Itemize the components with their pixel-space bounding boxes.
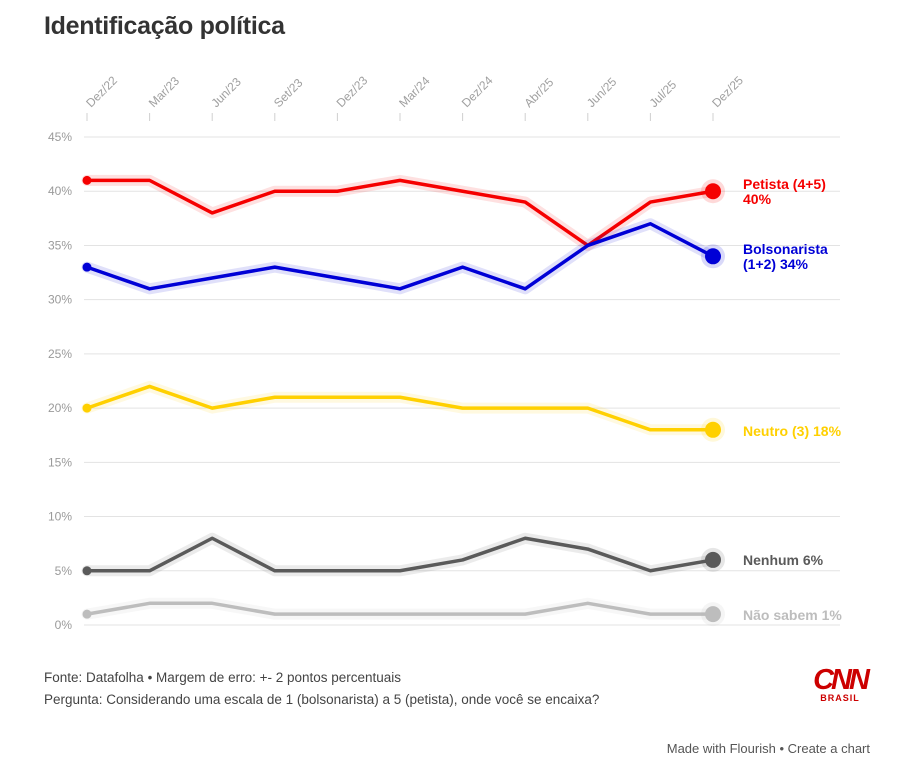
x-tick-label: Dez/24 <box>459 73 496 110</box>
y-tick-label: 30% <box>48 293 72 307</box>
x-tick-label: Jul/25 <box>647 77 680 110</box>
y-tick-label: 5% <box>55 564 73 578</box>
series-start-point <box>82 175 92 185</box>
cnn-logo-mark: CNN <box>813 664 870 696</box>
x-tick-label: Set/23 <box>271 75 306 110</box>
y-tick-label: 45% <box>48 130 72 144</box>
series-line <box>85 536 715 573</box>
y-tick-label: 20% <box>48 401 72 415</box>
y-tick-label: 40% <box>48 184 72 198</box>
series-end-label: 40% <box>743 191 772 207</box>
series-end-label: Bolsonarista <box>743 241 828 257</box>
y-tick-label: 0% <box>55 618 73 632</box>
series-end-point <box>705 606 721 623</box>
x-tick-label: Dez/25 <box>709 73 746 110</box>
series-line <box>85 222 715 291</box>
y-tick-label: 35% <box>48 238 72 252</box>
series-end-point <box>705 421 721 438</box>
y-axis: 0% 5% 10% 15% 20% 25% 30% 35% 40% 45% <box>48 130 72 632</box>
x-tick-label: Jun/23 <box>208 75 244 111</box>
series-line <box>85 601 715 616</box>
y-tick-label: 25% <box>48 347 72 361</box>
line-chart: Dez/22 Mar/23 Jun/23 Set/23 Dez/23 Mar/24 Dez/… <box>48 73 842 632</box>
series-start-point <box>82 262 92 272</box>
x-tick-label: Abr/25 <box>521 75 556 110</box>
question-note: Pergunta: Considerando uma escala de 1 (… <box>44 692 600 707</box>
x-tick-label: Dez/22 <box>83 73 120 110</box>
flourish-credit: Made with Flourish • Create a chart <box>667 741 870 756</box>
series-start-point <box>82 566 92 576</box>
series-end-label: Petista (4+5) <box>743 176 826 192</box>
x-tick-label: Mar/24 <box>396 74 433 111</box>
source-note: Fonte: Datafolha • Margem de erro: +- 2 … <box>44 670 402 685</box>
series-endpoints <box>82 175 725 627</box>
series-end-label: Nenhum 6% <box>743 552 824 568</box>
x-axis: Dez/22 Mar/23 Jun/23 Set/23 Dez/23 Mar/24 Dez/… <box>83 73 746 121</box>
cnn-brasil-logo[interactable]: CNN BRASIL <box>808 665 872 703</box>
x-tick-label: Jun/25 <box>584 75 620 111</box>
cnn-logo-sub: BRASIL <box>820 693 860 703</box>
create-chart-link[interactable]: Create a chart <box>787 741 870 756</box>
series-end-point <box>705 248 721 265</box>
series-labels: Petista (4+5)40% Bolsonarista(1+2) 34% Neu… <box>743 176 842 623</box>
y-tick-label: 10% <box>48 510 72 524</box>
series-end-point <box>705 551 721 568</box>
series-lines <box>81 174 719 620</box>
series-start-point <box>82 403 92 413</box>
chart-title: Identificação política <box>44 12 285 40</box>
series-line <box>85 178 715 248</box>
x-tick-label: Dez/23 <box>334 73 371 110</box>
made-with-flourish-link[interactable]: Made with Flourish <box>666 741 776 756</box>
series-line <box>85 384 715 432</box>
y-tick-label: 15% <box>48 455 72 469</box>
series-end-point <box>705 183 721 200</box>
series-end-label: Neutro (3) 18% <box>743 423 842 439</box>
series-end-label: (1+2) 34% <box>743 256 809 272</box>
series-end-label: Não sabem 1% <box>743 607 842 623</box>
x-tick-label: Mar/23 <box>146 74 183 111</box>
series-start-point <box>82 609 92 619</box>
gridlines <box>84 136 840 626</box>
credit-separator: • <box>775 741 788 756</box>
